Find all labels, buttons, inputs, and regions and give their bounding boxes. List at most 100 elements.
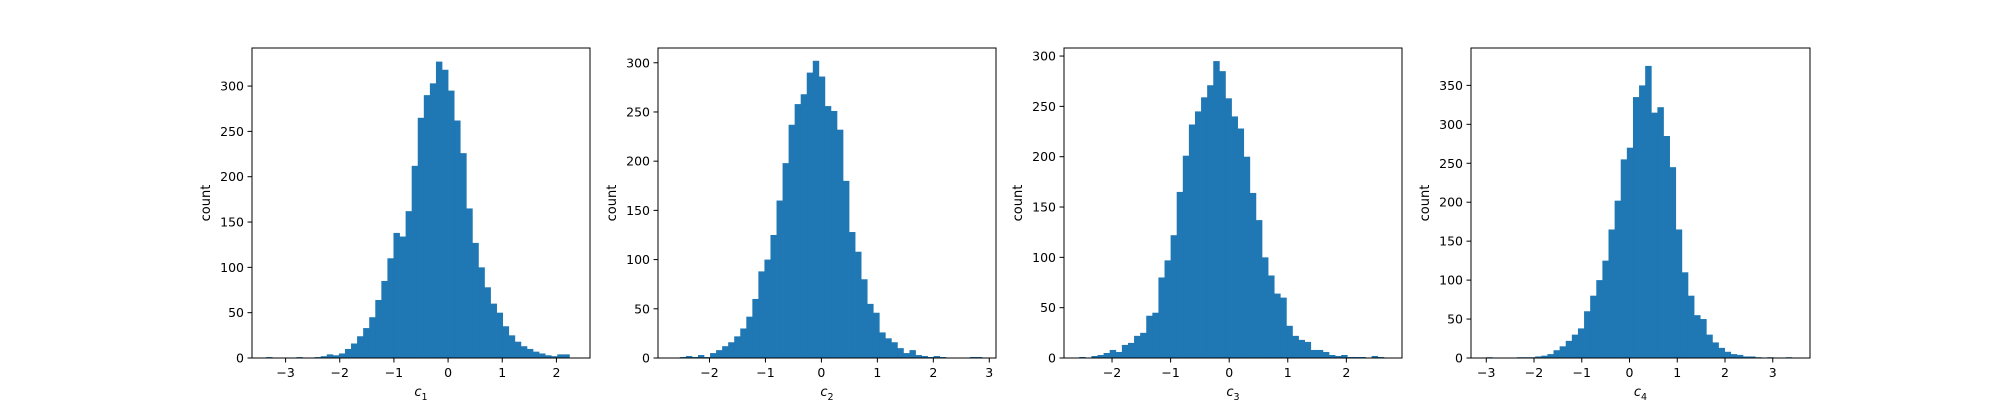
histogram-bar: [1243, 156, 1251, 358]
histogram-bar: [1225, 98, 1232, 358]
histogram-bar: [1201, 97, 1208, 359]
histogram-bar: [1718, 347, 1725, 358]
axes-frame: [657, 47, 997, 359]
histogram-bar: [685, 356, 693, 358]
y-tick-label: 50: [228, 305, 244, 320]
x-tick-label: 2: [1721, 365, 1729, 380]
y-tick-label: 250: [626, 104, 650, 119]
histogram-bar: [1316, 349, 1324, 358]
histogram-bar: [1614, 200, 1622, 358]
histogram-bar: [1292, 335, 1299, 358]
histogram-bar: [885, 338, 892, 358]
histogram-bar: [794, 104, 802, 358]
histogram-bar: [411, 165, 419, 358]
histogram-bar: [1359, 356, 1366, 358]
histogram-bar: [752, 298, 759, 358]
y-tick-label: 150: [1439, 234, 1463, 249]
histogram-bar: [1310, 349, 1318, 358]
histogram-bar: [1286, 325, 1293, 358]
x-tick-label: 2: [1342, 365, 1350, 380]
y-tick-label: 200: [626, 154, 650, 169]
histogram-bar: [1213, 61, 1220, 359]
histogram-bar: [460, 153, 467, 358]
histogram-bar: [1632, 97, 1640, 359]
histogram-bar: [1565, 340, 1573, 358]
histogram-bar: [891, 342, 898, 358]
subplot-c3: −2 −1 0 1 2 0 50 100 150 200 250 300 c3 count: [1011, 47, 1403, 400]
histogram-bar: [1602, 260, 1609, 358]
y-tick-label: 300: [1032, 49, 1056, 64]
histogram-bar: [326, 354, 334, 358]
histogram-bar: [369, 317, 376, 358]
histogram-bar: [496, 312, 504, 358]
histogram-bar: [563, 354, 570, 358]
x-tick-label: −1: [1573, 365, 1591, 380]
y-tick-label: 50: [1040, 300, 1056, 315]
histogram-bar: [1742, 356, 1750, 358]
histogram-bar: [716, 350, 723, 358]
histogram-bar: [697, 355, 705, 358]
histogram-bar: [472, 242, 479, 358]
x-tick-label: −2: [331, 365, 349, 380]
histogram-bar: [1176, 191, 1184, 358]
histogram-bar: [387, 258, 394, 358]
histogram-bar: [1736, 354, 1744, 358]
histogram-bar: [1577, 328, 1585, 358]
y-tick-label: 50: [634, 301, 650, 316]
x-tick-label: −1: [1161, 365, 1179, 380]
y-tick-label: 250: [220, 124, 244, 139]
histogram-bar: [1079, 356, 1086, 358]
histogram-bar: [448, 90, 455, 358]
histogram-bar: [490, 303, 497, 358]
histogram-bar: [800, 94, 808, 358]
y-tick-label: 200: [220, 169, 244, 184]
histogram-bar: [338, 353, 346, 358]
histogram-bar: [1329, 354, 1336, 358]
histogram-bar: [551, 356, 558, 358]
histogram-bar: [1268, 275, 1275, 358]
histogram-bar: [1231, 116, 1238, 358]
histogram-bar: [502, 326, 510, 358]
histogram-bar: [1158, 277, 1165, 358]
histogram-bar: [1639, 85, 1646, 358]
histogram-bar: [1681, 272, 1689, 358]
histogram-bar: [1237, 128, 1245, 358]
histogram-bar: [812, 60, 820, 359]
axes-frame: [1063, 47, 1403, 359]
histogram-bar: [344, 348, 352, 358]
histogram-bar: [836, 129, 844, 358]
histogram-bar: [1377, 356, 1385, 358]
histogram-bar: [1663, 136, 1670, 358]
histogram-bar: [1249, 192, 1257, 358]
x-tick-label: −1: [385, 365, 403, 380]
histogram-bar: [417, 117, 425, 358]
histogram-bar: [381, 280, 388, 358]
histogram-bar: [843, 180, 850, 358]
histogram-bar: [1304, 341, 1312, 358]
histogram-bar: [1097, 354, 1104, 358]
y-axis-label: count: [605, 185, 620, 222]
histogram-bar: [1091, 355, 1098, 358]
histogram-bar: [423, 95, 431, 358]
histogram-bar: [873, 312, 880, 358]
x-tick-label: 1: [1284, 365, 1292, 380]
histogram-bar: [1571, 334, 1579, 358]
histogram-bar: [1219, 71, 1226, 358]
axes-frame: [1470, 47, 1811, 359]
y-tick-label: 100: [1032, 250, 1056, 265]
histogram-bar: [1121, 344, 1129, 358]
histogram-bar: [1347, 356, 1354, 358]
y-axis-label: count: [199, 185, 214, 222]
histogram-bar: [879, 332, 886, 358]
histogram-bar: [478, 267, 485, 358]
histogram-bar: [903, 353, 910, 358]
subplot-c4: −3 −2 −1 0 1 2 3 0 50 100 150 200 250 300 350 c4 count: [1418, 47, 1811, 400]
histogram-bar: [746, 316, 753, 358]
histogram-bar: [740, 328, 747, 358]
histogram-bar: [1341, 354, 1348, 358]
histogram-bar: [442, 69, 449, 358]
histogram-bar: [1694, 315, 1701, 358]
y-tick-label: 250: [1439, 156, 1463, 171]
histogram-bar: [1553, 350, 1560, 358]
subplot-c2: −2 −1 0 1 2 3 0 50 100 150 200 250 300 c2 count: [605, 47, 997, 400]
